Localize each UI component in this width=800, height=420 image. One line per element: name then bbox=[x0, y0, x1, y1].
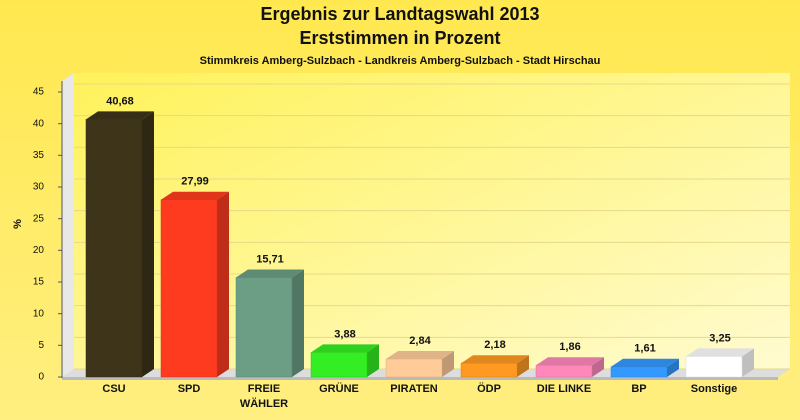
floor-edge bbox=[62, 377, 778, 380]
bar bbox=[385, 358, 443, 378]
bar-top bbox=[611, 358, 679, 367]
y-tick-label: 0 bbox=[38, 372, 44, 383]
bar-side bbox=[517, 355, 529, 377]
y-tick-label: 10 bbox=[33, 308, 45, 319]
value-label: 1,86 bbox=[559, 341, 580, 353]
x-tick-label: FREIE WÄHLER bbox=[240, 383, 288, 410]
y-tick-label: 15 bbox=[33, 277, 45, 288]
value-label: 2,18 bbox=[484, 339, 505, 351]
y-axis-label: % bbox=[12, 219, 24, 229]
bar-side bbox=[442, 351, 454, 377]
chart-subtitle: Erststimmen in Prozent bbox=[299, 28, 500, 48]
bar-side bbox=[367, 344, 379, 377]
bar-top bbox=[236, 269, 304, 278]
value-label: 15,71 bbox=[256, 253, 284, 265]
bar-side bbox=[142, 111, 154, 378]
bar-top bbox=[161, 191, 229, 200]
bar-side bbox=[667, 358, 679, 377]
x-tick-label: GRÜNE bbox=[319, 382, 359, 395]
bar bbox=[685, 356, 743, 378]
bar bbox=[610, 366, 668, 378]
y-tick-label: 45 bbox=[33, 87, 45, 98]
x-tick-label: CSU bbox=[102, 383, 125, 395]
x-tick-label: DIE LINKE bbox=[537, 383, 591, 395]
bar bbox=[460, 362, 518, 378]
y-tick-label: 20 bbox=[33, 245, 45, 256]
bar-side bbox=[217, 191, 229, 377]
side-wall bbox=[62, 73, 74, 377]
value-label: 1,61 bbox=[634, 343, 655, 355]
bar-side bbox=[592, 357, 604, 377]
value-label: 27,99 bbox=[181, 176, 209, 188]
bar bbox=[535, 364, 593, 378]
value-label: 3,88 bbox=[334, 328, 355, 340]
value-label: 40,68 bbox=[106, 95, 134, 107]
bar-side bbox=[742, 348, 754, 377]
y-tick-label: 30 bbox=[33, 182, 45, 193]
y-tick-label: 5 bbox=[38, 340, 44, 351]
x-tick-label: BP bbox=[631, 383, 646, 395]
bar bbox=[160, 199, 218, 378]
bar bbox=[235, 277, 293, 378]
y-tick-label: 35 bbox=[33, 150, 45, 161]
x-tick-label: SPD bbox=[178, 383, 201, 395]
chart-caption: Stimmkreis Amberg-Sulzbach - Landkreis A… bbox=[200, 55, 601, 67]
y-tick-label: 25 bbox=[33, 213, 45, 224]
bar-top bbox=[311, 344, 379, 353]
value-label: 2,84 bbox=[409, 335, 431, 347]
x-tick-label: ÖDP bbox=[477, 382, 501, 395]
x-tick-label: Sonstige bbox=[691, 383, 737, 395]
bar-top bbox=[536, 357, 604, 366]
bar-top bbox=[461, 355, 529, 364]
chart-title: Ergebnis zur Landtagswahl 2013 bbox=[260, 4, 539, 24]
bar bbox=[310, 352, 368, 378]
bar-top bbox=[686, 348, 754, 357]
bar-top bbox=[86, 111, 154, 120]
bar bbox=[85, 119, 143, 378]
bar-top bbox=[386, 351, 454, 360]
y-tick-label: 40 bbox=[33, 118, 45, 129]
x-tick-label: PIRATEN bbox=[390, 383, 438, 395]
value-label: 3,25 bbox=[709, 332, 730, 344]
bar-side bbox=[292, 269, 304, 377]
